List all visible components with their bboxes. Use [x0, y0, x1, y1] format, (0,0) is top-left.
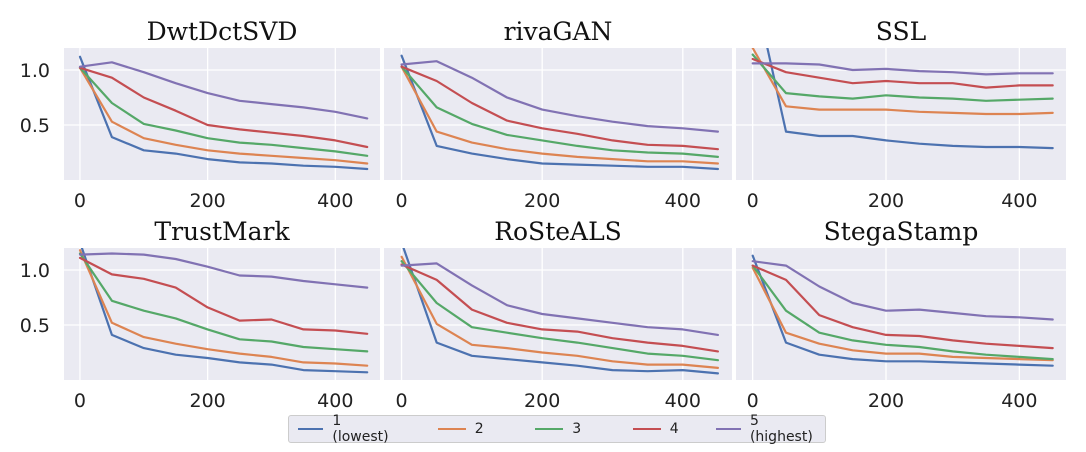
series-line-2	[751, 266, 1054, 362]
series-line-2	[751, 48, 1054, 116]
x-tick-label: 0	[747, 390, 759, 412]
series-line-1	[400, 54, 720, 171]
x-tick-label: 200	[190, 190, 226, 212]
series-line-1	[78, 55, 369, 171]
x-tick-label: 200	[524, 190, 560, 212]
series-lines	[78, 248, 369, 374]
series-line-4	[751, 264, 1054, 350]
series-line-2	[78, 66, 369, 165]
series-line-5	[78, 252, 369, 289]
legend: 1 (lowest) 2 3 4 5 (highest)	[288, 413, 826, 445]
series-line-4	[78, 66, 369, 149]
x-tick-label: 0	[747, 190, 759, 212]
x-tick-label: 400	[665, 390, 701, 412]
series-lines	[400, 54, 720, 171]
legend-swatch	[715, 428, 741, 430]
series-lines	[751, 254, 1054, 367]
series-line-5	[751, 62, 1054, 76]
subplot-title: rivaGAN	[504, 17, 613, 46]
series-line-3	[78, 66, 369, 157]
legend-item: 4	[632, 421, 679, 437]
y-tick-label: 0.5	[20, 115, 50, 137]
legend-label: 5 (highest)	[749, 413, 813, 445]
x-tick-label: 400	[317, 390, 353, 412]
subplot-title: DwtDctSVD	[147, 17, 298, 46]
series-line-4	[400, 65, 720, 151]
series-line-2	[400, 65, 720, 165]
series-line-4	[751, 57, 1054, 89]
series-line-5	[751, 260, 1054, 321]
x-tick-label: 200	[868, 190, 904, 212]
series-line-3	[751, 264, 1054, 361]
x-tick-label: 200	[524, 390, 560, 412]
x-tick-label: 0	[396, 390, 408, 412]
legend-label: 3	[572, 421, 582, 437]
subplot-2: 0 200 400 rivaGAN	[384, 17, 732, 212]
series-line-3	[400, 65, 720, 158]
legend-swatch	[437, 428, 466, 430]
series-line-2	[400, 255, 720, 369]
subplot-title: StegaStamp	[824, 217, 979, 246]
series-line-3	[78, 252, 369, 353]
y-tick-label: 0.5	[20, 315, 50, 337]
series-lines	[400, 248, 720, 375]
x-tick-label: 400	[1001, 190, 1037, 212]
subplot-title: TrustMark	[154, 217, 290, 246]
legend-label: 4	[669, 421, 679, 437]
x-tick-label: 400	[317, 190, 353, 212]
subplot-6: 0 200 400 StegaStamp	[736, 217, 1066, 412]
series-line-3	[751, 53, 1054, 102]
y-tick-label: 1.0	[20, 260, 50, 282]
legend-item: 3	[535, 421, 581, 437]
series-line-1	[766, 48, 1054, 150]
subplot-title: SSL	[876, 17, 926, 46]
subplot-1: 0 200 400 0.5 1.0 DwtDctSVD	[20, 17, 380, 212]
series-lines	[78, 55, 369, 171]
x-tick-label: 400	[665, 190, 701, 212]
series-line-2	[78, 249, 369, 367]
legend-swatch	[298, 428, 324, 430]
series-line-1	[751, 254, 1054, 367]
x-tick-label: 0	[74, 190, 86, 212]
x-tick-label: 200	[868, 390, 904, 412]
y-tick-label: 1.0	[20, 60, 50, 82]
series-line-4	[400, 263, 720, 353]
series-line-4	[78, 256, 369, 335]
x-tick-label: 400	[1001, 390, 1037, 412]
legend-label: 2	[474, 421, 484, 437]
legend-item: 2	[437, 421, 484, 437]
subplot-5: 0 200 400 RoSteALS	[384, 217, 732, 412]
series-line-3	[400, 260, 720, 362]
series-line-1	[402, 248, 720, 375]
series-line-5	[78, 61, 369, 120]
legend-swatch	[535, 428, 564, 430]
subplot-4: 0 200 400 0.5 1.0 TrustMark	[20, 217, 380, 412]
series-line-1	[80, 248, 369, 374]
legend-label: 1 (lowest)	[332, 413, 389, 445]
legend-swatch	[632, 428, 661, 430]
subplot-title: RoSteALS	[494, 217, 622, 246]
plot-area	[384, 248, 732, 380]
x-tick-label: 0	[396, 190, 408, 212]
x-tick-label: 200	[190, 390, 226, 412]
subplot-3: 0 200 400 SSL	[736, 17, 1066, 212]
series-lines	[751, 48, 1054, 150]
series-line-5	[400, 60, 720, 133]
legend-item: 5 (highest)	[715, 413, 819, 445]
series-line-5	[400, 262, 720, 336]
legend-item: 1 (lowest)	[298, 413, 395, 445]
x-tick-label: 0	[74, 390, 86, 412]
